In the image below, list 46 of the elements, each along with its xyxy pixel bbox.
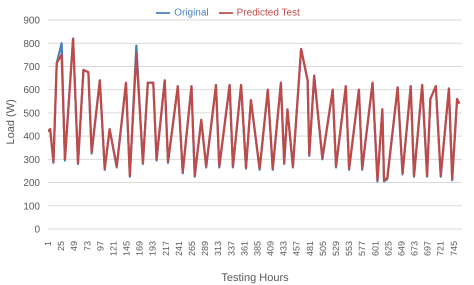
x-tick-label: 481 bbox=[304, 241, 315, 256]
x-tick-label: 337 bbox=[226, 241, 236, 256]
y-tick-label: 600 bbox=[23, 85, 40, 96]
y-tick-label: 400 bbox=[23, 132, 40, 143]
x-tick-label: 505 bbox=[318, 241, 328, 256]
x-tick-label: 409 bbox=[266, 241, 276, 256]
y-tick-label: 200 bbox=[23, 178, 40, 190]
y-tick-label: 100 bbox=[23, 201, 40, 212]
legend-label: Predicted Test bbox=[236, 8, 300, 19]
x-tick-label: 217 bbox=[160, 241, 171, 256]
x-tick-label: 649 bbox=[396, 241, 406, 256]
x-tick-label: 73 bbox=[82, 241, 92, 252]
y-tick-label: 700 bbox=[23, 62, 40, 73]
y-tick-label: 900 bbox=[23, 16, 40, 27]
y-tick-label: 0 bbox=[34, 224, 40, 236]
x-tick-label: 433 bbox=[278, 241, 289, 256]
x-tick-label: 169 bbox=[134, 241, 145, 256]
y-tick-label: 300 bbox=[23, 154, 40, 166]
x-tick-label: 121 bbox=[108, 241, 118, 256]
legend-label: Original bbox=[174, 8, 209, 19]
y-tick-label: 500 bbox=[23, 108, 40, 120]
x-tick-label: 697 bbox=[422, 241, 433, 256]
x-tick-label: 97 bbox=[95, 241, 106, 252]
x-tick-label: 553 bbox=[344, 241, 354, 256]
x-tick-label: 49 bbox=[69, 241, 80, 252]
x-tick-label: 625 bbox=[383, 241, 394, 256]
x-axis-title: Testing Hours bbox=[221, 272, 290, 284]
x-tick-label: 25 bbox=[56, 241, 66, 252]
x-tick-label: 457 bbox=[292, 241, 302, 256]
x-tick-label: 673 bbox=[410, 241, 420, 256]
y-tick-label: 800 bbox=[23, 38, 40, 50]
x-tick-label: 721 bbox=[436, 241, 446, 256]
x-tick-label: 577 bbox=[357, 241, 368, 256]
x-tick-label: 745 bbox=[448, 241, 459, 256]
x-tick-label: 385 bbox=[252, 241, 262, 256]
x-tick-label: 265 bbox=[187, 241, 197, 256]
x-tick-label: 241 bbox=[174, 241, 184, 256]
x-tick-label: 289 bbox=[200, 241, 210, 256]
x-tick-label: 313 bbox=[213, 241, 224, 256]
y-axis-title: Load (W) bbox=[4, 99, 17, 144]
x-tick-label: 529 bbox=[331, 241, 341, 256]
x-tick-label: 361 bbox=[239, 241, 250, 256]
x-tick-label: 193 bbox=[148, 241, 158, 256]
x-tick-label: 601 bbox=[370, 241, 380, 256]
x-tick-label: 145 bbox=[122, 241, 132, 256]
x-tick-label: 1 bbox=[43, 241, 53, 246]
